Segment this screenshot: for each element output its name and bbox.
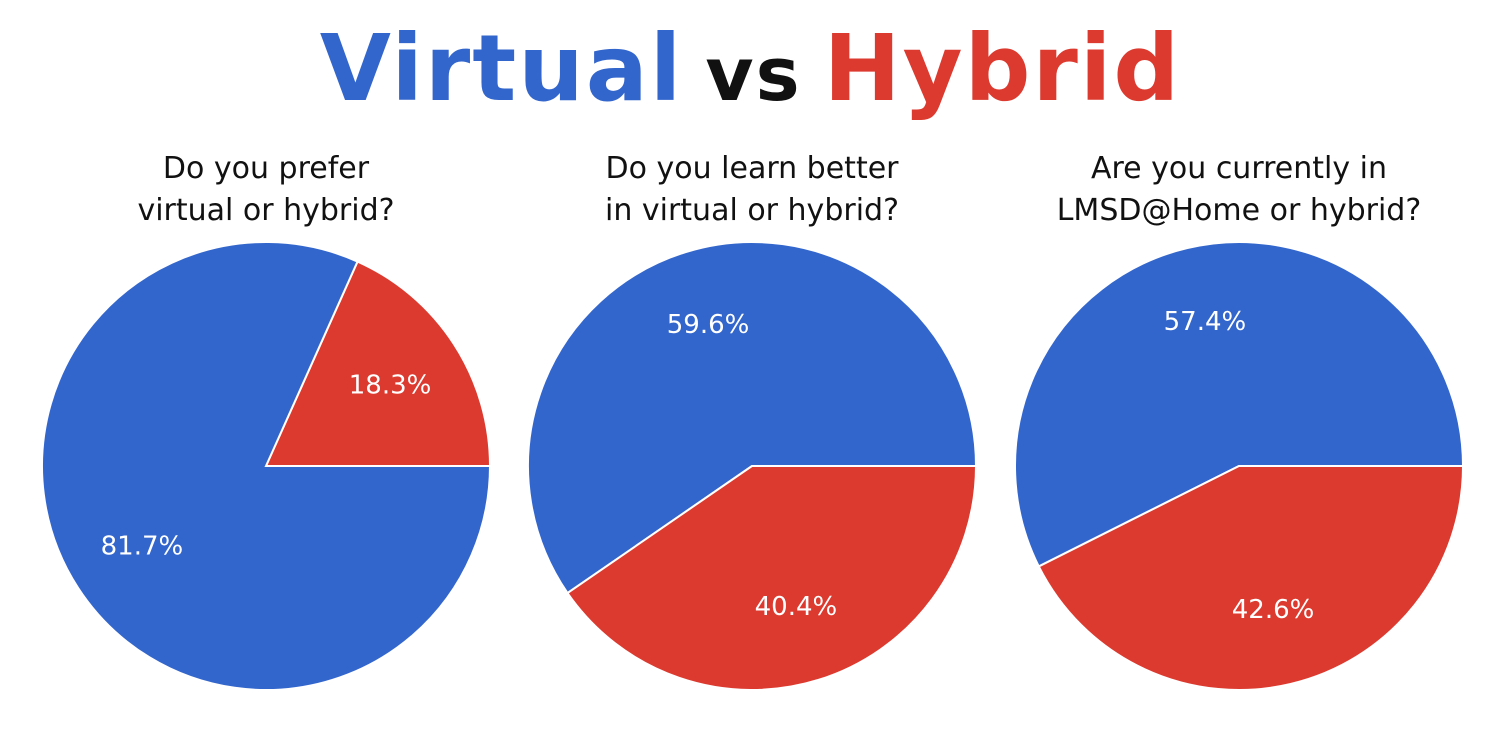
pie-chart-learn: Do you learn better in virtual or hybrid… — [512, 140, 992, 730]
pie-slice-virtual — [41, 241, 492, 691]
chart-title: Are you currently in LMSD@Home or hybrid… — [999, 148, 1479, 232]
pie-svg: 57.4% 42.6% — [1014, 241, 1465, 691]
pie-slice-hybrid — [566, 465, 978, 691]
pie-slice-hybrid — [1037, 465, 1465, 691]
pie-slice-label: 59.6% — [667, 310, 750, 340]
chart-title-line-2: LMSD@Home or hybrid? — [1056, 193, 1422, 228]
chart-title: Do you prefer virtual or hybrid? — [26, 148, 506, 232]
pie-chart-prefer: Do you prefer virtual or hybrid? 18.3% 81… — [26, 140, 506, 730]
pie-slice-label: 40.4% — [755, 592, 838, 622]
headline: Virtual vs Hybrid — [0, 14, 1501, 130]
chart-title-line-2: in virtual or hybrid? — [604, 193, 899, 228]
chart-title-line-1: Do you learn better — [605, 151, 899, 186]
headline-virtual: Virtual — [319, 15, 684, 122]
pie-slice-virtual — [527, 241, 978, 595]
pie-slice-label: 57.4% — [1164, 307, 1247, 337]
chart-title-line-1: Do you prefer — [162, 151, 370, 186]
pie-slice-label: 18.3% — [349, 371, 432, 401]
pie-slice-label: 42.6% — [1232, 595, 1315, 625]
headline-vs: vs — [705, 32, 802, 118]
pie-slice-virtual — [1014, 241, 1465, 568]
headline-hybrid: Hybrid — [823, 15, 1182, 122]
pie-svg: 59.6% 40.4% — [527, 241, 978, 691]
pie-slice-label: 81.7% — [101, 531, 184, 561]
pie-chart-current: Are you currently in LMSD@Home or hybrid… — [999, 140, 1479, 730]
chart-title-line-2: virtual or hybrid? — [137, 193, 395, 228]
chart-title-line-1: Are you currently in — [1090, 151, 1388, 186]
pie-svg: 18.3% 81.7% — [41, 241, 492, 691]
pie-slice-hybrid — [264, 260, 492, 467]
chart-title: Do you learn better in virtual or hybrid… — [512, 148, 992, 232]
